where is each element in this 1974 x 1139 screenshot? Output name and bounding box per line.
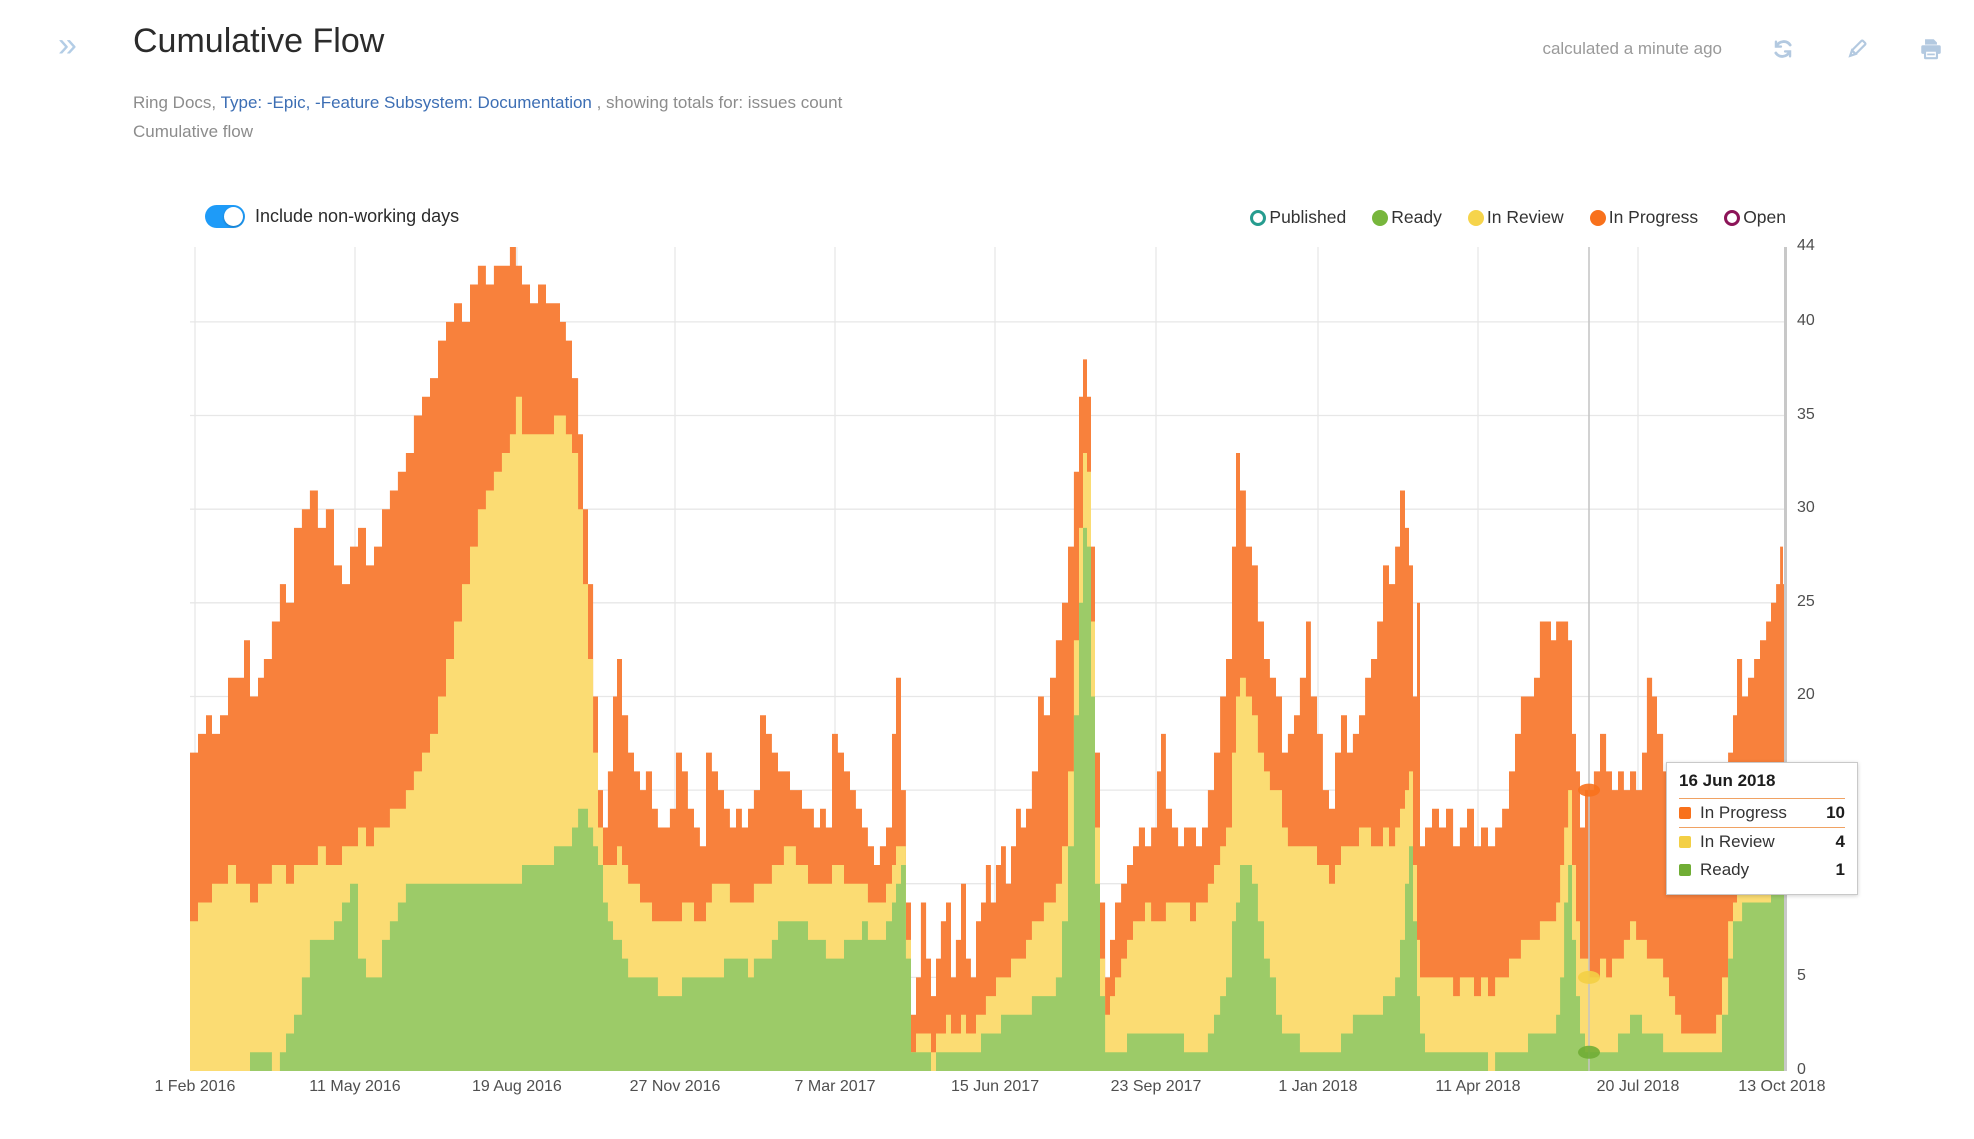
tooltip-series-value: 10 [1826,803,1845,822]
legend-label: In Review [1486,207,1564,227]
ring-swatch-icon [1250,209,1267,226]
hover-tooltip: 16 Jun 2018 In Progress 10 In Review 4 Ready… [1666,762,1858,895]
y-tick-label: 40 [1797,311,1815,329]
report-meta: calculated a minute ago [1542,36,1944,62]
x-tick-label: 7 Mar 2017 [794,1078,876,1095]
series-swatch-icon [1679,836,1691,848]
expand-sidebar-icon[interactable]: » [58,26,77,64]
non-working-days-control: Include non-working days [205,205,459,228]
filter-query-link[interactable]: Type: -Epic, -Feature Subsystem: Documen… [220,93,592,112]
y-tick-label: 5 [1797,967,1806,985]
tooltip-row-in-progress: In Progress 10 [1679,799,1845,828]
edit-icon[interactable] [1844,36,1870,62]
x-tick-label: 11 May 2016 [309,1078,401,1095]
x-tick-label: 15 Jun 2017 [951,1078,1040,1095]
ring-swatch-icon [1724,209,1741,226]
x-tick-label: 1 Jan 2018 [1278,1078,1358,1095]
x-tick-label: 19 Aug 2016 [471,1078,562,1095]
report-subtitle: Cumulative flow [133,122,253,141]
x-tick-label: 27 Nov 2016 [629,1078,721,1095]
dot-swatch-icon [1467,209,1484,226]
legend-label: Published [1269,207,1347,227]
chart-legend: Published Ready In Review In Progress Open [1250,207,1786,228]
dot-swatch-icon [1589,209,1606,226]
toggle-knob [224,207,243,226]
legend-item-ready[interactable]: Ready [1372,207,1442,228]
tooltip-row-ready: Ready 1 [1679,856,1845,884]
x-tick-label: 13 Oct 2018 [1738,1078,1826,1095]
x-tick-label: 1 Feb 2016 [154,1078,236,1095]
series-swatch-icon [1679,864,1691,876]
x-tick-label: 23 Sep 2017 [1110,1078,1202,1095]
x-tick-label: 20 Jul 2018 [1596,1078,1680,1095]
tooltip-row-in-review: In Review 4 [1679,828,1845,856]
y-tick-label: 20 [1797,686,1815,704]
legend-label: In Progress [1608,207,1699,227]
include-non-working-days-toggle[interactable] [205,205,245,228]
legend-item-in-progress[interactable]: In Progress [1589,207,1699,228]
series-swatch-icon [1679,807,1691,819]
legend-label: Open [1743,207,1786,227]
calculated-timestamp: calculated a minute ago [1542,39,1722,58]
filter-suffix: , showing totals for: issues count [591,93,843,112]
legend-label: Ready [1391,207,1442,227]
tooltip-series-value: 4 [1835,832,1845,851]
toggle-label: Include non-working days [255,206,460,226]
y-tick-label: 30 [1797,499,1815,517]
y-tick-label: 44 [1797,237,1815,254]
legend-item-published[interactable]: Published [1250,207,1346,228]
dot-swatch-icon [1372,209,1389,226]
tooltip-series-label: Ready [1700,860,1750,879]
y-tick-label: 0 [1797,1061,1806,1078]
tooltip-series-value: 1 [1835,860,1845,879]
tooltip-date: 16 Jun 2018 [1679,771,1845,799]
x-tick-label: 11 Apr 2018 [1435,1078,1521,1095]
print-icon[interactable] [1918,36,1944,62]
y-tick-label: 35 [1797,405,1815,423]
legend-item-in-review[interactable]: In Review [1467,207,1564,228]
refresh-icon[interactable] [1770,36,1796,62]
legend-item-open[interactable]: Open [1724,207,1786,228]
y-tick-label: 25 [1797,592,1815,610]
tooltip-series-label: In Progress [1700,803,1787,822]
filter-prefix: Ring Docs, [133,93,221,112]
tooltip-series-label: In Review [1700,832,1775,851]
cumulative-flow-chart[interactable] [190,247,1787,1071]
page-title: Cumulative Flow [133,22,385,60]
report-filter-summary: Ring Docs, Type: -Epic, -Feature Subsyst… [133,93,842,113]
